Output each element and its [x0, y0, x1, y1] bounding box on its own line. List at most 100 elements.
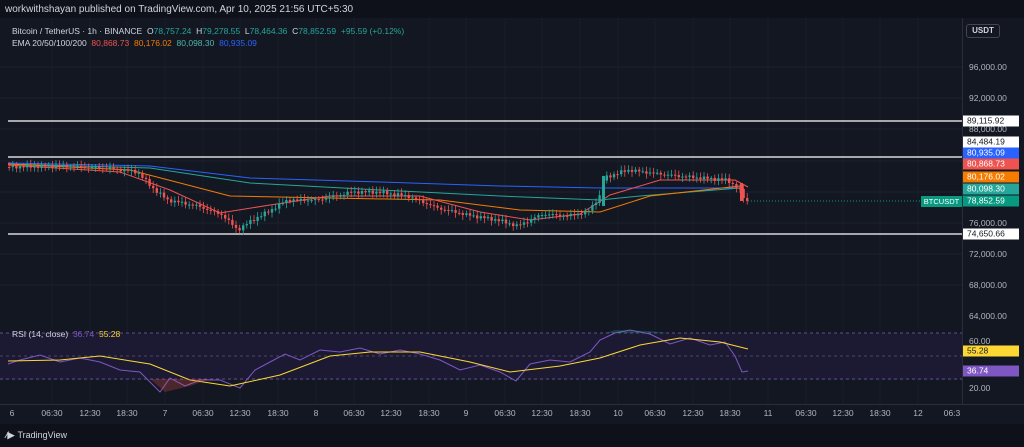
- candle-body: [407, 195, 410, 199]
- candle-body: [598, 195, 601, 203]
- candle-body: [389, 193, 392, 195]
- open-value: 78,757.24: [153, 26, 192, 36]
- time-label: 18:30: [116, 408, 138, 418]
- candle-body: [296, 199, 299, 201]
- candle-body: [33, 166, 36, 168]
- candle-body: [468, 213, 472, 216]
- publish-text: workwithshayan published on TradingView.…: [5, 4, 354, 15]
- ema200-value: 80,935.09: [219, 38, 257, 48]
- candle-body: [292, 199, 295, 202]
- symbol-name: Bitcoin / TetherUS · 1h · BINANCE: [12, 26, 143, 36]
- candle-body: [267, 211, 270, 213]
- candle-body: [483, 216, 486, 219]
- candle-body: [249, 220, 252, 225]
- candle-body: [260, 216, 263, 218]
- price-label: 92,000.00: [969, 93, 1007, 103]
- candle-body: [141, 172, 144, 178]
- currency-button[interactable]: USDT: [966, 24, 1000, 38]
- candle-body: [360, 191, 364, 194]
- candle-body: [684, 176, 688, 178]
- candle-body: [620, 170, 623, 175]
- time-label: 12: [913, 408, 923, 418]
- candle-body: [299, 198, 302, 200]
- time-label: 18:30: [418, 408, 440, 418]
- candle-body: [245, 224, 248, 226]
- candle-body: [713, 177, 716, 181]
- ema100-value: 80,098.30: [176, 38, 215, 48]
- candle-body: [479, 216, 482, 219]
- candle-body: [202, 206, 205, 209]
- tv-logo-icon: ⁄▶: [6, 430, 15, 440]
- candle-body: [224, 214, 227, 219]
- candle-body: [324, 198, 328, 200]
- candle-body: [306, 200, 310, 202]
- candle-body: [702, 176, 706, 180]
- candle-body: [512, 223, 515, 227]
- candle-body: [728, 178, 731, 183]
- candle-body: [605, 175, 608, 181]
- time-label: 06:3: [943, 408, 961, 418]
- chart-pane[interactable]: [0, 18, 962, 404]
- candle-body: [501, 219, 504, 222]
- time-label: 6: [9, 408, 15, 418]
- candle-body: [666, 174, 670, 176]
- candle-body: [29, 164, 32, 168]
- ema50-value: 80,176.02: [133, 38, 172, 48]
- ema50-tag: 80,176.02: [963, 171, 1019, 183]
- candle-body: [8, 167, 11, 168]
- candle-body: [188, 204, 191, 206]
- candle-body: [670, 174, 673, 176]
- candle-body: [231, 219, 234, 225]
- candle-body: [540, 214, 544, 216]
- ema20-value: 80,868.73: [91, 38, 130, 48]
- candle-body: [317, 199, 320, 201]
- candle-body: [472, 215, 475, 217]
- price-label: 64,000.00: [969, 311, 1007, 321]
- candle-body: [544, 214, 547, 216]
- time-label: 06:30: [644, 408, 666, 418]
- candle-body: [386, 190, 389, 195]
- candle-body: [393, 193, 396, 196]
- candle-body: [537, 215, 540, 218]
- candle-body: [227, 218, 230, 220]
- candle-body: [375, 191, 378, 194]
- candle-body: [80, 165, 83, 168]
- candle-body: [382, 190, 385, 194]
- candle-body: [22, 166, 25, 168]
- candle-body: [497, 219, 500, 222]
- candle-body: [18, 166, 22, 169]
- candle-body: [490, 216, 493, 221]
- candle-body: [36, 166, 40, 168]
- candle-body: [555, 214, 558, 216]
- candle-body: [508, 223, 511, 225]
- candle-body: [504, 219, 508, 224]
- candle-body: [627, 169, 630, 172]
- candle-body: [263, 211, 266, 217]
- symbol-tag: BTCUSDT: [921, 196, 962, 207]
- open-label: O: [146, 26, 154, 36]
- rsi-value: 36.74: [72, 329, 95, 339]
- time-label: 11: [763, 408, 773, 418]
- price-axis[interactable]: [962, 18, 1024, 404]
- ema-label: EMA 20/50/100/200: [12, 38, 87, 48]
- candle-body: [731, 182, 734, 184]
- candle-body: [656, 172, 659, 174]
- candle-body: [357, 191, 360, 194]
- time-label: 18:30: [719, 408, 741, 418]
- time-label: 12:30: [79, 408, 101, 418]
- candle-body: [742, 188, 745, 199]
- candle-body: [411, 197, 414, 199]
- candle-body: [314, 199, 317, 201]
- price-chart[interactable]: [0, 18, 962, 404]
- candle-body: [54, 165, 58, 168]
- candle-body: [177, 200, 180, 203]
- time-axis[interactable]: [0, 404, 1024, 424]
- candle-body: [144, 177, 148, 180]
- candle-body: [213, 210, 216, 212]
- candle-body: [123, 169, 126, 172]
- candle-body: [681, 176, 684, 178]
- ema20-line: [7, 164, 749, 221]
- candle-body: [234, 224, 238, 228]
- candle-body: [429, 204, 432, 206]
- candle-body: [422, 199, 425, 204]
